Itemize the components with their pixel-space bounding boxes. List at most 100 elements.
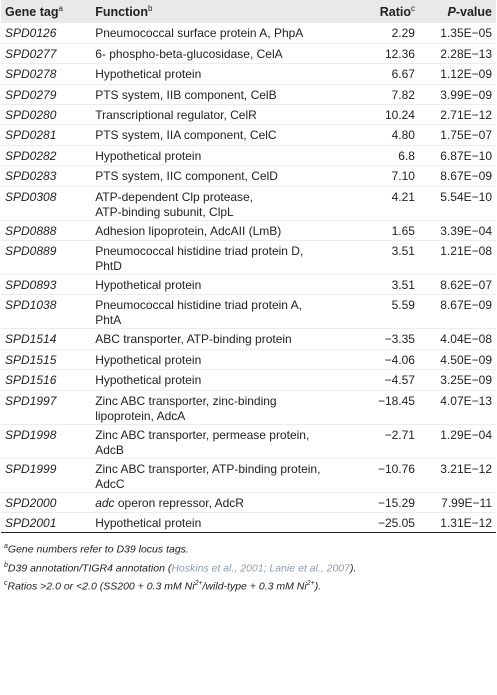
function-text: Hypothetical protein bbox=[95, 148, 202, 163]
gene-tag-cell: SPD0126 bbox=[5, 26, 57, 40]
table-row: SPD0893 Hypothetical protein 3.51 8.62E−07 bbox=[1, 275, 496, 295]
function-cell: ABC transporter, ATP-binding protein bbox=[91, 329, 347, 349]
gene-tag-cell: SPD1999 bbox=[5, 461, 57, 476]
function-cell: Hypothetical protein bbox=[91, 64, 347, 84]
p-value-cell: 1.31E−12 bbox=[440, 515, 492, 530]
p-value-cell: 3.21E−12 bbox=[440, 461, 492, 476]
function-text: PTS system, IIC component, CelD bbox=[95, 169, 278, 184]
table-row: SPD0281 PTS system, IIA component, CelC 4.… bbox=[1, 125, 496, 146]
p-value-cell: 3.99E−09 bbox=[440, 87, 492, 102]
ratio-cell: 12.36 bbox=[384, 46, 415, 61]
ratio-cell: 10.24 bbox=[384, 108, 415, 123]
gene-tag-cell: SPD0277 bbox=[5, 46, 57, 61]
gene-tag-cell: SPD2001 bbox=[5, 515, 57, 530]
header-function: Functionb bbox=[95, 3, 153, 20]
p-value-cell: 3.25E−09 bbox=[440, 373, 492, 388]
header-gene-tag: Gene taga bbox=[5, 3, 63, 20]
p-value-cell: 4.04E−08 bbox=[440, 332, 492, 347]
table-row: SPD1997 Zinc ABC transporter, zinc-bindin… bbox=[1, 390, 496, 425]
ratio-cell: −4.57 bbox=[384, 373, 415, 388]
table-body: SPD0126 Pneumococcal surface protein A, P… bbox=[1, 23, 496, 533]
gene-tag-cell: SPD0888 bbox=[5, 223, 57, 238]
function-text: Transcriptional regulator, CelR bbox=[95, 108, 257, 123]
function-text: Hypothetical protein bbox=[95, 373, 202, 388]
footnotes: aGene numbers refer to D39 locus tags. b… bbox=[0, 533, 497, 595]
ratio-cell: −3.35 bbox=[384, 332, 415, 347]
gene-tag-cell: SPD0308 bbox=[5, 189, 57, 204]
ratio-cell: 3.51 bbox=[391, 244, 415, 259]
function-text: Zinc ABC transporter, zinc-binding bbox=[95, 393, 277, 408]
p-value-cell: 1.29E−04 bbox=[440, 427, 492, 442]
ratio-cell: 5.59 bbox=[391, 298, 415, 313]
footnote-c: cRatios >2.0 or <2.0 (SS200 + 0.3 mM Ni2… bbox=[4, 580, 322, 593]
function-text: PTS system, IIB component, CelB bbox=[95, 87, 277, 102]
p-value-cell: 8.67E−09 bbox=[440, 169, 492, 184]
p-value-cell: 7.99E−11 bbox=[441, 495, 492, 510]
ratio-cell: 6.8 bbox=[398, 148, 415, 163]
function-cell: Pneumococcal surface protein A, PhpA bbox=[91, 23, 347, 43]
p-value-cell: 3.39E−04 bbox=[440, 223, 492, 238]
function-italic: adc bbox=[95, 495, 115, 510]
function-cell: Pneumococcal histidine triad protein A, P… bbox=[91, 295, 347, 329]
function-cell: Transcriptional regulator, CelR bbox=[91, 105, 347, 125]
function-cell: Pneumococcal histidine triad protein D, P… bbox=[91, 241, 347, 275]
ratio-cell: 3.51 bbox=[391, 278, 415, 293]
table-row: SPD0278 Hypothetical protein 6.67 1.12E−09 bbox=[1, 64, 496, 85]
function-text: ABC transporter, ATP-binding protein bbox=[95, 332, 292, 347]
ratio-cell: 6.67 bbox=[391, 67, 415, 82]
function-text: PTS system, IIA component, CelC bbox=[95, 128, 277, 143]
ratio-cell: 1.65 bbox=[391, 223, 415, 238]
function-text-line2: PhtA bbox=[95, 313, 122, 328]
table-header-row: Gene taga Functionb Ratioc P-value bbox=[1, 0, 496, 23]
gene-tag-cell: SPD0889 bbox=[5, 244, 57, 259]
ratio-cell: 2.29 bbox=[391, 26, 415, 40]
ratio-cell: 7.82 bbox=[391, 87, 415, 102]
table-row: SPD2000 adc operon repressor, AdcR −15.29 7… bbox=[1, 492, 496, 513]
function-cell: Hypothetical protein bbox=[91, 370, 347, 390]
table-row: SPD0279 PTS system, IIB component, CelB 7.… bbox=[1, 84, 496, 105]
function-cell: Adhesion lipoprotein, AdcAII (LmB) bbox=[91, 220, 347, 240]
gene-tag-cell: SPD1998 bbox=[5, 427, 57, 442]
function-cell: Zinc ABC transporter, permease protein, A… bbox=[91, 424, 347, 458]
citation-link[interactable]: Hoskins et al., 2001; Lanie et al., 2007 bbox=[171, 562, 350, 575]
function-text: Zinc ABC transporter, permease protein, bbox=[95, 427, 310, 442]
table-row: SPD0283 PTS system, IIC component, CelD 7.… bbox=[1, 166, 496, 187]
gene-tag-cell: SPD0282 bbox=[5, 148, 57, 163]
ratio-cell: −4.06 bbox=[384, 352, 415, 367]
p-value-cell: 8.62E−07 bbox=[440, 278, 492, 293]
footnote-b: bD39 annotation/TIGR4 annotation (Hoskin… bbox=[4, 561, 357, 575]
header-ratio: Ratioc bbox=[379, 3, 415, 20]
function-cell: Hypothetical protein bbox=[91, 349, 347, 369]
function-cell: PTS system, IIB component, CelB bbox=[91, 84, 347, 104]
function-text-line2: lipoprotein, AdcA bbox=[95, 408, 186, 423]
function-cell: Zinc ABC transporter, ATP-binding protei… bbox=[91, 458, 347, 492]
function-cell: Hypothetical protein bbox=[91, 512, 347, 532]
gene-tag-cell: SPD0281 bbox=[5, 128, 57, 143]
p-value-cell: 1.35E−05 bbox=[440, 26, 492, 40]
ratio-cell: 4.80 bbox=[391, 128, 415, 143]
gene-tag-cell: SPD0280 bbox=[5, 108, 57, 123]
table-row: SPD0280 Transcriptional regulator, CelR 10… bbox=[1, 105, 496, 125]
gene-table: Gene taga Functionb Ratioc P-value SPD01… bbox=[1, 0, 496, 533]
table-row: SPD1516 Hypothetical protein −4.57 3.25E−09 bbox=[1, 370, 496, 391]
table-row: SPD0282 Hypothetical protein 6.8 6.87E−10 bbox=[1, 145, 496, 166]
gene-tag-cell: SPD0893 bbox=[5, 278, 57, 293]
gene-tag-cell: SPD1997 bbox=[5, 393, 57, 408]
p-value-cell: 8.67E−09 bbox=[440, 298, 492, 313]
function-text: Hypothetical protein bbox=[95, 278, 202, 293]
function-cell: 6- phospho-beta-glucosidase, CelA bbox=[91, 43, 347, 63]
gene-tag-cell: SPD1515 bbox=[5, 352, 57, 367]
function-text: Hypothetical protein bbox=[95, 67, 202, 82]
table-row: SPD2001 Hypothetical protein −25.05 1.31E−1… bbox=[1, 512, 496, 533]
function-text: operon repressor, AdcR bbox=[114, 495, 244, 510]
table-row: SPD0277 6- phospho-beta-glucosidase, CelA… bbox=[1, 43, 496, 64]
p-value-cell: 1.75E−07 bbox=[440, 128, 492, 143]
function-text: Hypothetical protein bbox=[95, 352, 202, 367]
function-text-line2: AdcC bbox=[95, 476, 125, 491]
table-row: SPD0889 Pneumococcal histidine triad prot… bbox=[1, 241, 496, 275]
function-text-line2: AdcB bbox=[95, 442, 124, 457]
ratio-cell: −15.29 bbox=[377, 495, 415, 510]
function-cell: Zinc ABC transporter, zinc-binding lipopr… bbox=[91, 390, 347, 424]
table-row: SPD0126 Pneumococcal surface protein A, P… bbox=[1, 23, 496, 44]
p-value-cell: 2.71E−12 bbox=[440, 108, 492, 123]
